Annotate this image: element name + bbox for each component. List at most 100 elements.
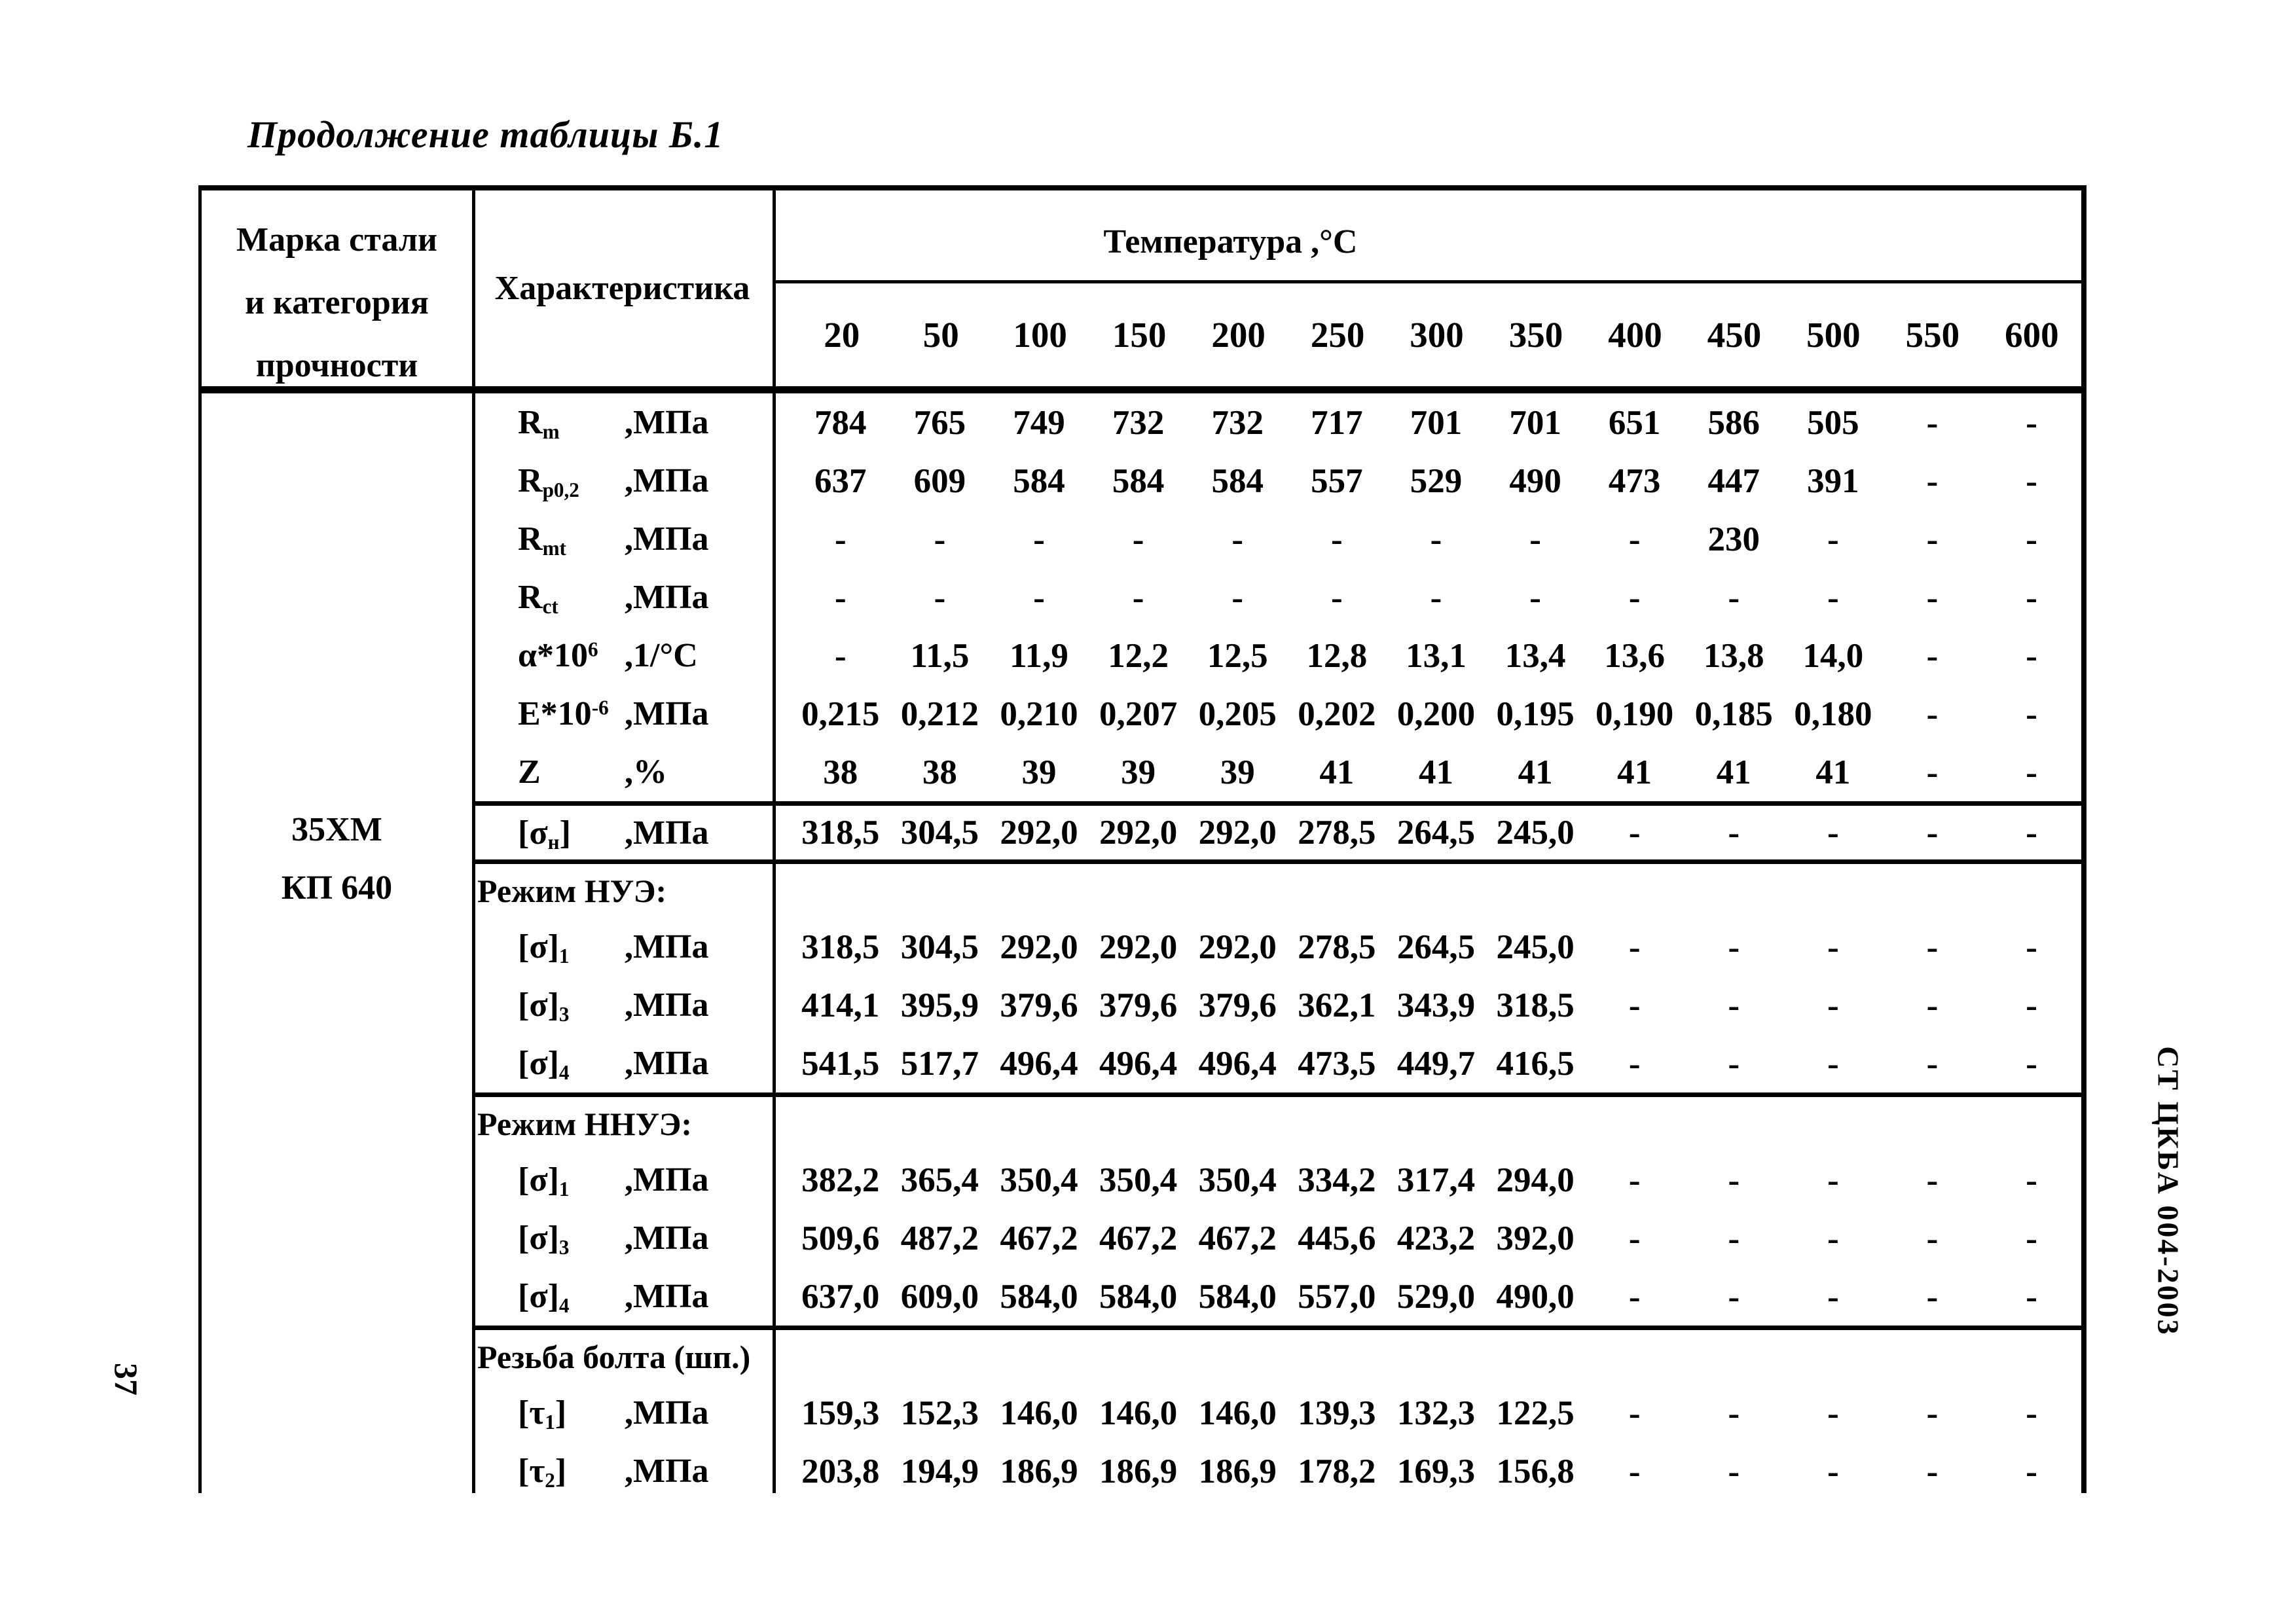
value-cell: 350,4 (1198, 1161, 1277, 1199)
value-cell: 0,200 (1396, 695, 1476, 733)
table-row: [σн] ,МПа 318,5 304,5 292,0 292,0 292,0 278,5 26… (472, 801, 2081, 859)
value-cell: 586 (1707, 403, 1760, 442)
value-cell: - (1628, 578, 1641, 617)
temperature-column-header: 600 (2005, 315, 2059, 355)
table-row: E*10-6 ,МПа 0,215 0,212 0,210 0,207 0,205 0,202… (472, 685, 2081, 743)
characteristic-label: Rct ,МПа (472, 578, 773, 617)
characteristic-symbol: Rp0,2 (518, 462, 579, 501)
value-cell: - (1827, 1277, 1839, 1316)
table-row: α*106 ,1/°С - 11,5 11,9 12,2 12,5 12,8 13,1 13,4 1… (472, 626, 2081, 685)
value-cell: 41 (1518, 753, 1553, 791)
value-cell: 701 (1509, 403, 1561, 442)
value-cell: 584 (1112, 461, 1165, 500)
characteristic-symbol: E*10-6 (518, 695, 609, 732)
value-cell: - (1728, 1219, 1740, 1257)
table-row: [σ]3 ,МПа 414,1 395,9 379,6 379,6 379,6 362,1 34… (472, 976, 2081, 1034)
value-cell: 264,5 (1396, 814, 1476, 852)
table-row: [σ]4 ,МПа 541,5 517,7 496,4 496,4 496,4 473,5 44… (472, 1034, 2081, 1092)
value-cell: 350,4 (1099, 1161, 1178, 1199)
characteristic-unit: ,МПа (625, 1045, 709, 1082)
value-cell: 146,0 (1099, 1394, 1178, 1432)
values-row: 784 765 749 732 732 717 701 701 651 586 505 - - (773, 393, 2081, 452)
value-cell: 304,5 (900, 928, 979, 966)
characteristic-unit: ,МПа (625, 695, 709, 732)
table-body: Rm ,МПа 784 765 749 732 732 717 701 701 651 586 505 -… (472, 393, 2081, 1500)
values-row: ------------- (773, 568, 2081, 626)
value-cell: - (1628, 1044, 1641, 1083)
values-row: 637 609 584 584 584 557 529 490 473 447 391 - - (773, 452, 2081, 510)
value-cell: 245,0 (1496, 814, 1575, 852)
value-cell: 0,205 (1198, 695, 1277, 733)
values-row: - - - - - - - - - 230 - - - (773, 510, 2081, 568)
value-cell: 447 (1707, 461, 1760, 500)
characteristic-symbol: [σн] (518, 814, 571, 854)
value-cell: 0,190 (1595, 695, 1674, 733)
temperature-column-header: 50 (922, 315, 959, 355)
table-row: Rct ,МПа - - - - - - - - - - - - - (472, 568, 2081, 626)
value-cell: 12,5 (1207, 636, 1268, 675)
standard-side-label: СТ ЦКБА 004-2003 (2151, 1046, 2185, 1337)
value-cell: 0,180 (1794, 695, 1872, 733)
value-cell: 382,2 (801, 1161, 880, 1199)
value-cell: - (1231, 578, 1244, 617)
temperature-values-row: 20 50 100 150 200 250 300 350 400 450 500 550 600 (773, 283, 2081, 386)
value-cell: 186,9 (1099, 1452, 1178, 1490)
value-cell: - (2026, 928, 2037, 966)
value-cell: - (1728, 928, 1740, 966)
header-line: Марка стали (236, 221, 438, 259)
value-cell: - (1926, 403, 1939, 442)
value-cell: 584 (1211, 461, 1264, 500)
value-cell: 651 (1608, 403, 1661, 442)
value-cell: 334,2 (1298, 1161, 1376, 1199)
value-cell: - (1628, 1394, 1641, 1432)
value-cell: 517,7 (900, 1044, 979, 1083)
table-row: [τ1] ,МПа 159,3 152,3 146,0 146,0 146,0 139,3 13… (472, 1384, 2081, 1442)
characteristic-label: [σ]4 ,МПа (472, 1044, 773, 1083)
value-cell: 350,4 (1000, 1161, 1078, 1199)
value-cell: 609,0 (900, 1277, 979, 1316)
value-cell: - (1827, 986, 1839, 1024)
value-cell: 395,9 (900, 986, 979, 1024)
value-cell: 487,2 (900, 1219, 979, 1257)
value-cell: - (1628, 1452, 1641, 1490)
value-cell: 13,4 (1504, 636, 1566, 675)
value-cell: 14,0 (1802, 636, 1864, 675)
value-cell: 765 (913, 403, 966, 442)
value-cell: 0,212 (900, 695, 979, 733)
value-cell: - (1628, 986, 1641, 1024)
table-row: [σ]1 ,МПа 318,5 304,5 292,0 292,0 292,0 278,5 26… (472, 918, 2081, 976)
value-cell: - (1926, 928, 1939, 966)
characteristic-symbol: [τ2] (518, 1453, 567, 1492)
value-cell: 292,0 (1000, 814, 1078, 852)
characteristic-label: [τ2] ,МПа (472, 1452, 773, 1490)
steel-category-label: КП 640 (281, 869, 393, 907)
value-cell: 423,2 (1396, 1219, 1476, 1257)
value-cell: 278,5 (1298, 814, 1376, 852)
value-cell: - (934, 520, 946, 558)
characteristic-unit: ,МПа (625, 928, 709, 965)
value-cell: 304,5 (900, 814, 979, 852)
characteristic-unit: ,МПа (625, 579, 709, 616)
values-row: 637,0 609,0 584,0 584,0 584,0 557,0 529,0 490,0… (773, 1267, 2081, 1326)
value-cell: 732 (1211, 403, 1264, 442)
value-cell: 557 (1311, 461, 1363, 500)
value-cell: - (1430, 578, 1442, 617)
column-divider (773, 190, 776, 1493)
value-cell: 169,3 (1396, 1452, 1476, 1490)
value-cell: - (1926, 461, 1939, 500)
value-cell: 496,4 (1000, 1044, 1078, 1083)
value-cell: - (1628, 1277, 1641, 1316)
value-cell: - (2026, 1044, 2037, 1083)
value-cell: 38 (922, 753, 957, 791)
value-cell: 584 (1013, 461, 1065, 500)
value-cell: - (1827, 814, 1839, 852)
material-properties-table: Марка стали и категория прочности Характ… (198, 185, 2086, 1493)
value-cell: 701 (1410, 403, 1463, 442)
value-cell: - (1926, 1394, 1939, 1432)
table-row: [σ]1 ,МПа 382,2 365,4 350,4 350,4 350,4 334,2 31… (472, 1151, 2081, 1209)
characteristic-label: [σн] ,МПа (472, 814, 773, 852)
characteristic-label: Rp0,2 ,МПа (472, 461, 773, 500)
value-cell: 496,4 (1099, 1044, 1178, 1083)
values-row: 38 38 39 39 39 41 41 41 41 41 41 - - (773, 743, 2081, 801)
characteristic-unit: ,МПа (625, 520, 709, 558)
